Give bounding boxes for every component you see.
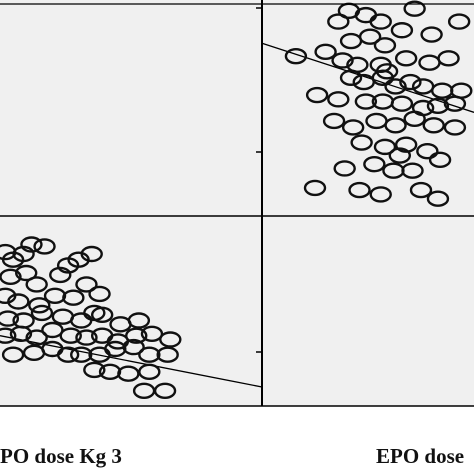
data-point xyxy=(331,52,354,69)
panel-label-right: EPO dose xyxy=(376,444,464,468)
data-point xyxy=(339,69,363,86)
data-point xyxy=(305,86,329,104)
data-point xyxy=(59,327,82,344)
data-point xyxy=(416,142,439,160)
series-top-right xyxy=(261,0,474,207)
data-point xyxy=(341,119,365,136)
data-point xyxy=(394,50,418,67)
data-point xyxy=(369,186,392,203)
data-point xyxy=(80,245,103,263)
data-point xyxy=(348,181,371,199)
data-point xyxy=(140,325,164,342)
panel-bottom-left xyxy=(0,216,262,406)
data-point xyxy=(75,329,98,346)
data-point xyxy=(159,331,182,348)
data-point xyxy=(327,13,350,30)
data-point xyxy=(363,155,386,173)
data-point xyxy=(409,181,433,199)
data-point xyxy=(350,134,373,151)
data-point xyxy=(49,266,72,284)
data-point xyxy=(447,13,471,30)
data-point xyxy=(422,117,445,134)
data-point xyxy=(420,26,443,43)
panel-top-left xyxy=(0,0,262,216)
data-point xyxy=(384,117,407,134)
data-point xyxy=(394,136,418,153)
panel-bottom-right xyxy=(262,216,474,406)
data-point xyxy=(369,13,392,30)
data-point xyxy=(70,346,93,363)
data-point xyxy=(41,321,64,339)
data-point xyxy=(138,346,161,363)
data-point xyxy=(1,346,25,363)
data-point xyxy=(388,147,411,164)
data-point xyxy=(437,50,460,67)
data-point xyxy=(83,361,106,379)
data-point xyxy=(327,91,350,108)
data-point xyxy=(443,119,467,136)
chart-marks xyxy=(0,0,474,399)
data-point xyxy=(88,285,111,303)
data-point xyxy=(127,312,151,329)
data-point xyxy=(12,245,35,263)
data-point xyxy=(373,37,397,54)
data-point xyxy=(138,363,161,380)
data-point xyxy=(390,22,414,39)
data-point xyxy=(428,151,452,169)
data-point xyxy=(390,95,414,112)
data-point xyxy=(153,382,177,399)
data-point xyxy=(25,276,48,293)
data-point xyxy=(314,43,337,61)
data-point xyxy=(426,190,450,207)
lower-margin xyxy=(0,406,474,474)
data-point xyxy=(373,138,397,156)
data-point xyxy=(7,293,30,310)
data-point xyxy=(443,95,467,112)
data-point xyxy=(0,327,17,344)
data-point xyxy=(426,97,450,115)
data-point xyxy=(401,162,424,179)
data-point xyxy=(75,276,98,293)
data-point xyxy=(25,329,48,346)
data-point xyxy=(117,365,140,382)
data-point xyxy=(375,63,399,80)
data-point xyxy=(15,264,38,282)
panel-frame xyxy=(0,0,474,407)
data-point xyxy=(384,78,407,95)
data-point xyxy=(354,93,378,110)
data-point xyxy=(28,297,51,314)
data-point xyxy=(399,73,422,91)
panel-label-left: PO dose Kg 3 xyxy=(0,444,122,468)
data-point xyxy=(30,304,54,322)
data-point xyxy=(122,338,145,356)
data-point xyxy=(403,0,426,17)
data-point xyxy=(322,112,346,130)
data-point xyxy=(33,238,56,255)
data-point xyxy=(90,306,114,323)
data-point xyxy=(403,110,426,128)
fit-line-top-right xyxy=(261,42,474,113)
data-point xyxy=(56,346,80,363)
data-point xyxy=(9,325,33,342)
data-point xyxy=(62,289,85,306)
data-point xyxy=(284,47,308,65)
series-bottom-left xyxy=(0,236,263,399)
data-point xyxy=(20,236,43,253)
data-point xyxy=(333,160,356,177)
data-point xyxy=(0,268,22,285)
data-point xyxy=(156,346,179,363)
data-point xyxy=(303,179,327,197)
data-point xyxy=(358,28,382,45)
data-point xyxy=(0,310,20,327)
data-point xyxy=(125,327,148,344)
